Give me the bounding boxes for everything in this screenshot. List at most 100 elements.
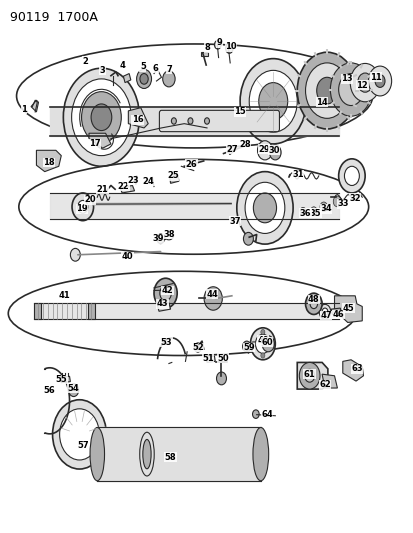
Text: 56: 56 bbox=[43, 386, 55, 394]
Text: 28: 28 bbox=[239, 141, 250, 149]
Text: 16: 16 bbox=[131, 116, 143, 124]
Circle shape bbox=[299, 207, 305, 215]
Text: 54: 54 bbox=[68, 384, 79, 392]
Circle shape bbox=[318, 304, 330, 319]
Circle shape bbox=[154, 278, 177, 308]
Text: 18: 18 bbox=[43, 158, 55, 167]
Polygon shape bbox=[120, 185, 134, 193]
Circle shape bbox=[204, 287, 222, 310]
Circle shape bbox=[250, 328, 275, 360]
Circle shape bbox=[216, 372, 226, 385]
Polygon shape bbox=[169, 175, 178, 183]
Circle shape bbox=[305, 63, 348, 118]
Text: 14: 14 bbox=[316, 98, 327, 107]
Circle shape bbox=[332, 196, 341, 207]
Circle shape bbox=[240, 59, 306, 144]
Text: 61: 61 bbox=[303, 370, 315, 378]
Circle shape bbox=[309, 299, 317, 309]
Circle shape bbox=[251, 341, 255, 346]
Text: 36: 36 bbox=[299, 209, 311, 217]
Circle shape bbox=[63, 68, 139, 166]
Circle shape bbox=[261, 336, 274, 352]
Circle shape bbox=[162, 71, 175, 87]
Circle shape bbox=[204, 118, 209, 124]
Circle shape bbox=[297, 52, 356, 129]
Text: 38: 38 bbox=[163, 230, 174, 239]
Text: 44: 44 bbox=[206, 290, 217, 298]
Text: 11: 11 bbox=[369, 73, 381, 82]
Polygon shape bbox=[227, 145, 236, 155]
Circle shape bbox=[52, 400, 106, 469]
Text: 29: 29 bbox=[258, 145, 269, 154]
Circle shape bbox=[214, 41, 221, 49]
Text: 46: 46 bbox=[332, 310, 344, 319]
Circle shape bbox=[269, 145, 280, 160]
Text: 52: 52 bbox=[192, 343, 203, 352]
Text: 64: 64 bbox=[261, 410, 272, 419]
Circle shape bbox=[357, 73, 372, 92]
Circle shape bbox=[305, 293, 321, 314]
Text: 34: 34 bbox=[320, 205, 331, 213]
Text: 90119  1700A: 90119 1700A bbox=[10, 11, 98, 23]
Text: 53: 53 bbox=[160, 338, 172, 346]
Polygon shape bbox=[34, 303, 41, 319]
Circle shape bbox=[344, 166, 358, 185]
Circle shape bbox=[236, 172, 292, 244]
Circle shape bbox=[257, 141, 272, 160]
Circle shape bbox=[349, 63, 379, 102]
Text: 50: 50 bbox=[216, 354, 228, 362]
Text: 41: 41 bbox=[58, 292, 70, 300]
Text: 13: 13 bbox=[340, 75, 352, 83]
Text: 17: 17 bbox=[88, 140, 100, 148]
Text: 22: 22 bbox=[117, 182, 129, 191]
Text: 43: 43 bbox=[156, 300, 168, 308]
Text: 33: 33 bbox=[336, 199, 348, 208]
Polygon shape bbox=[88, 303, 95, 319]
Text: 1: 1 bbox=[21, 105, 27, 114]
Circle shape bbox=[304, 369, 314, 382]
Circle shape bbox=[374, 75, 384, 87]
Circle shape bbox=[269, 341, 273, 346]
Text: 4: 4 bbox=[119, 61, 125, 69]
Text: 45: 45 bbox=[342, 304, 354, 312]
Circle shape bbox=[159, 286, 171, 301]
Text: 21: 21 bbox=[97, 185, 108, 193]
Text: 35: 35 bbox=[309, 209, 320, 217]
Circle shape bbox=[316, 77, 337, 104]
Circle shape bbox=[368, 66, 391, 96]
Circle shape bbox=[319, 202, 327, 212]
Circle shape bbox=[330, 63, 371, 116]
Circle shape bbox=[157, 234, 164, 244]
Circle shape bbox=[260, 353, 264, 358]
Text: 2: 2 bbox=[82, 57, 88, 66]
Text: 37: 37 bbox=[229, 217, 240, 225]
Circle shape bbox=[252, 410, 259, 418]
Circle shape bbox=[194, 343, 201, 352]
Circle shape bbox=[258, 83, 287, 120]
Circle shape bbox=[72, 193, 93, 221]
Text: 5: 5 bbox=[140, 62, 145, 71]
Text: 51: 51 bbox=[202, 354, 213, 362]
FancyBboxPatch shape bbox=[159, 110, 279, 132]
Text: 48: 48 bbox=[307, 295, 319, 304]
Text: 9: 9 bbox=[216, 38, 222, 47]
Circle shape bbox=[136, 69, 151, 88]
Circle shape bbox=[71, 79, 131, 156]
Text: 42: 42 bbox=[161, 286, 173, 295]
Text: 31: 31 bbox=[292, 171, 303, 179]
Circle shape bbox=[59, 409, 99, 460]
Circle shape bbox=[171, 118, 176, 124]
Text: 39: 39 bbox=[152, 235, 164, 243]
Circle shape bbox=[310, 207, 316, 215]
Circle shape bbox=[338, 159, 364, 193]
Circle shape bbox=[81, 92, 121, 143]
Text: 47: 47 bbox=[320, 311, 331, 320]
Circle shape bbox=[249, 70, 297, 132]
Text: 20: 20 bbox=[84, 196, 96, 204]
Circle shape bbox=[243, 232, 253, 245]
Polygon shape bbox=[321, 374, 337, 388]
Circle shape bbox=[244, 182, 284, 233]
Text: 7: 7 bbox=[166, 65, 171, 74]
Circle shape bbox=[255, 334, 270, 353]
Polygon shape bbox=[334, 296, 361, 322]
